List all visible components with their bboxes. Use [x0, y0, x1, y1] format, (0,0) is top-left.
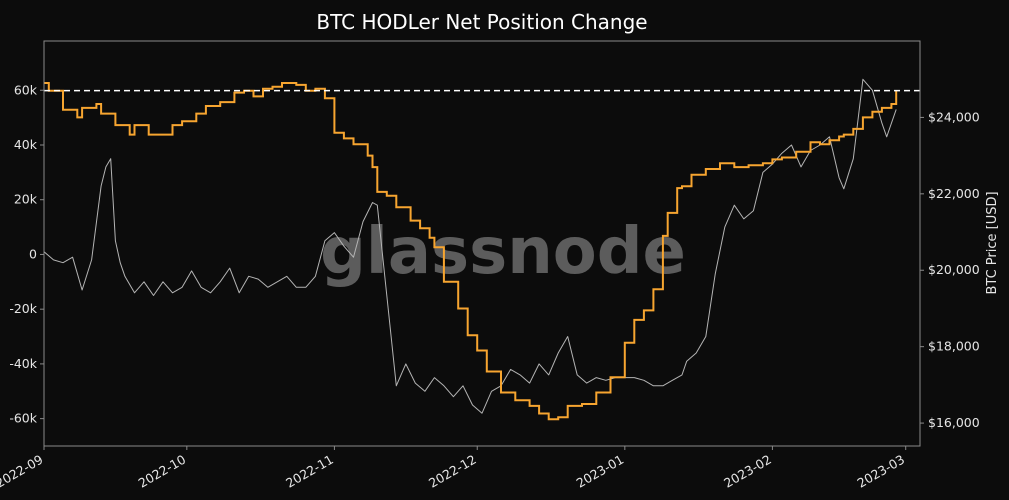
y2-tick-label: $18,000 [928, 339, 980, 354]
btc-price-line [44, 82, 898, 421]
plot-frame [43, 40, 921, 447]
y2-tick-label: $16,000 [928, 415, 980, 430]
watermark-logo: glassnode [320, 215, 686, 289]
y-tick-label: 40k [14, 137, 38, 152]
y2-tick-label: $20,000 [928, 262, 980, 277]
y-tick-label: 60k [14, 82, 38, 97]
y-tick-label: -40k [9, 356, 37, 371]
y-tick-label: -60k [9, 411, 37, 426]
y-tick-label: 0 [29, 246, 37, 261]
y2-tick-label: $22,000 [928, 186, 980, 201]
series-layer [44, 78, 920, 421]
hodler-net-position-line [44, 78, 897, 414]
y-tick-label: 20k [14, 192, 38, 207]
y2-axis-label: BTC Price [USD] [985, 191, 1000, 294]
y-tick-label: -20k [9, 301, 37, 316]
y2-tick-label: $24,000 [928, 109, 980, 124]
plot-area [44, 78, 920, 421]
chart-title: BTC HODLer Net Position Change [316, 10, 647, 34]
